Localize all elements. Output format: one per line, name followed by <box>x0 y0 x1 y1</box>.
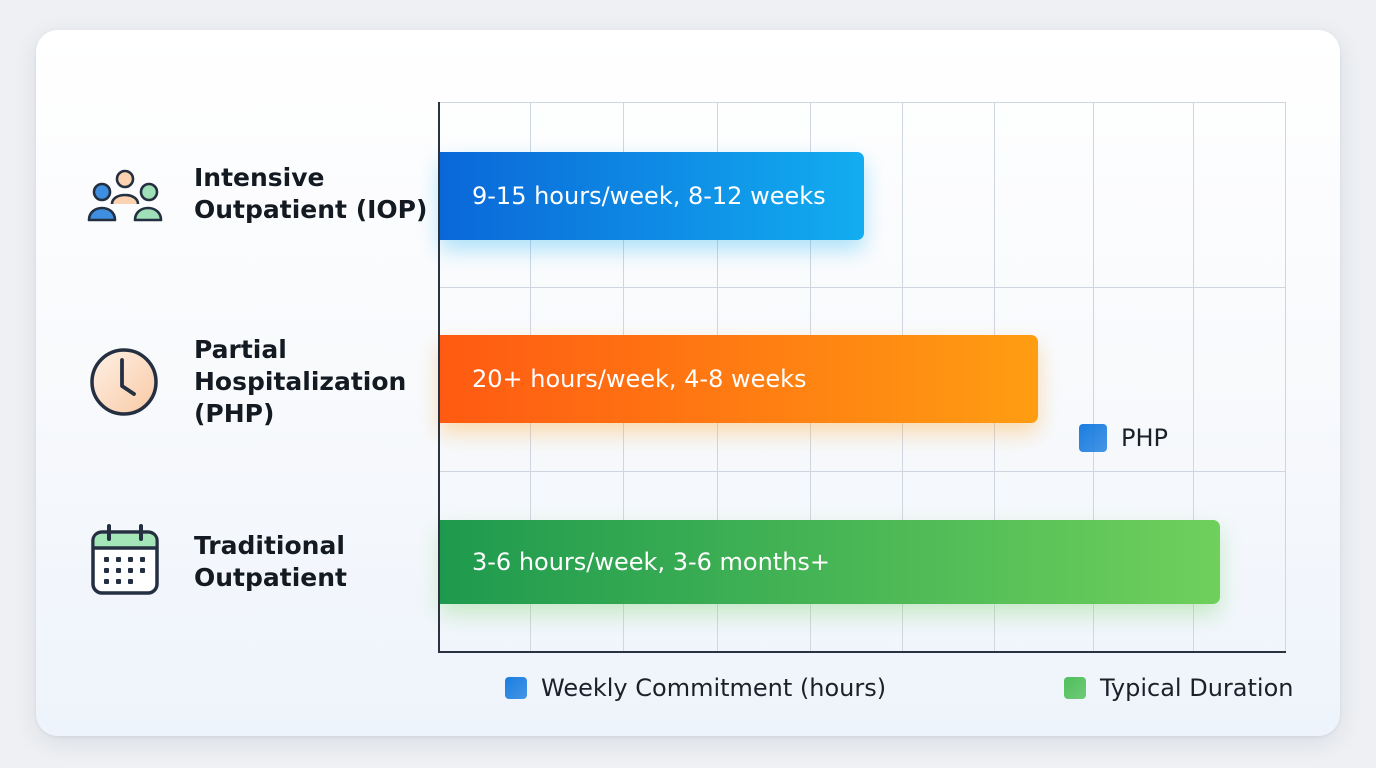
legend-label-typical-duration: Typical Duration <box>1100 674 1294 702</box>
legend-swatch-weekly-commitment <box>505 677 527 699</box>
bar-traditional: 3-6 hours/week, 3-6 months+ <box>440 520 1220 604</box>
people-group-icon <box>87 169 163 222</box>
clock-icon <box>90 348 158 416</box>
grid-line-horizontal <box>438 287 1286 288</box>
bar-label-php: 20+ hours/week, 4-8 weeks <box>472 365 807 393</box>
legend-label-weekly-commitment: Weekly Commitment (hours) <box>541 674 887 702</box>
grid-line-vertical <box>1285 102 1286 653</box>
grid-line-vertical <box>1193 102 1194 653</box>
x-axis <box>438 651 1286 653</box>
category-label-iop: Intensive Outpatient (IOP) <box>194 163 428 224</box>
grid-line-vertical <box>1093 102 1094 653</box>
grid-line-horizontal <box>438 471 1286 472</box>
legend-swatch-typical-duration <box>1064 677 1086 699</box>
bar-label-traditional: 3-6 hours/week, 3-6 months+ <box>472 548 831 576</box>
php-annotation: PHP <box>1079 424 1168 452</box>
legend-item-typical-duration: Typical Duration <box>1064 674 1293 702</box>
php-annotation-swatch <box>1079 424 1107 452</box>
php-annotation-label: PHP <box>1121 424 1168 452</box>
bar-php: 20+ hours/week, 4-8 weeks <box>440 335 1038 423</box>
category-label-php: Partial Hospitalization (PHP) <box>194 335 407 428</box>
plot-area: 9-15 hours/week, 8-12 weeks 20+ hours/we… <box>438 102 1286 653</box>
grid-line-horizontal <box>438 102 1286 103</box>
category-label-traditional: Traditional Outpatient <box>194 531 347 592</box>
y-axis <box>438 102 440 653</box>
bar-iop: 9-15 hours/week, 8-12 weeks <box>440 152 864 240</box>
bar-label-iop: 9-15 hours/week, 8-12 weeks <box>472 182 826 210</box>
calendar-icon <box>91 524 159 595</box>
legend-item-weekly-commitment: Weekly Commitment (hours) <box>505 674 886 702</box>
